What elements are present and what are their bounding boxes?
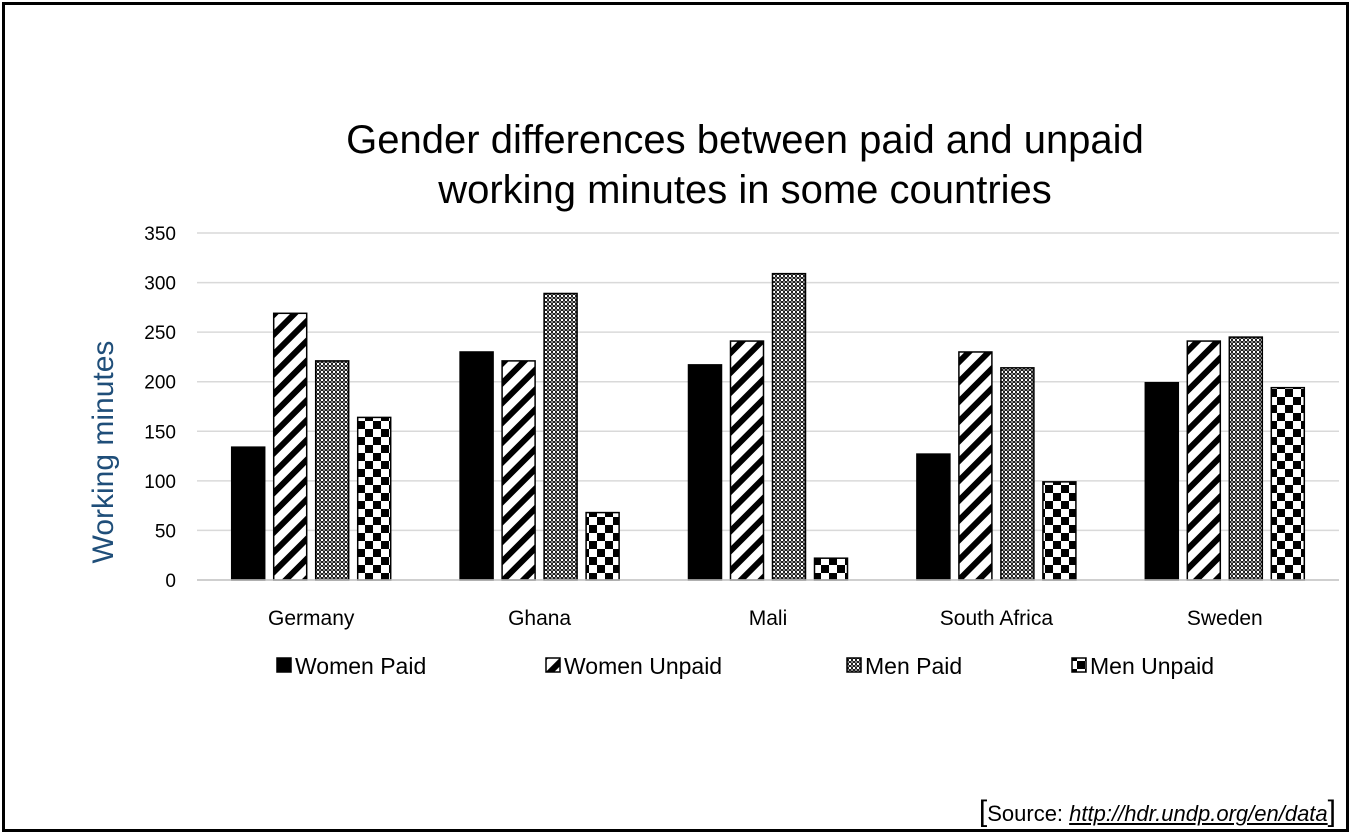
x-tick-label: Mali bbox=[749, 607, 788, 630]
y-tick-label: 350 bbox=[144, 224, 176, 245]
bar-women-unpaid-mali bbox=[729, 340, 765, 581]
bar-women-paid-south-africa bbox=[916, 453, 951, 581]
bar-women-paid-sweden bbox=[1144, 381, 1180, 581]
y-tick-label: 50 bbox=[155, 521, 176, 542]
y-axis-label: Working minutes bbox=[87, 341, 120, 564]
legend-swatch bbox=[276, 657, 292, 673]
source-link[interactable]: http://hdr.undp.org/en/data bbox=[1069, 801, 1328, 826]
bar-men-unpaid-south-africa bbox=[1042, 481, 1077, 581]
legend-label: Women Unpaid bbox=[564, 653, 722, 679]
source-close-bracket: ] bbox=[1327, 795, 1336, 828]
chart-title-line-1: Gender differences between paid and unpa… bbox=[346, 118, 1144, 162]
source-note: [Source: http://hdr.undp.org/en/data] bbox=[979, 795, 1336, 829]
legend-swatch bbox=[545, 657, 561, 673]
bar-men-unpaid-mali bbox=[813, 557, 849, 581]
bar-men-paid-sweden bbox=[1228, 336, 1264, 581]
legend-swatch bbox=[846, 657, 862, 673]
bar-women-unpaid-ghana bbox=[501, 360, 536, 581]
legend-swatch bbox=[1071, 657, 1087, 673]
bar-women-paid-mali bbox=[687, 364, 723, 581]
legend-label: Men Unpaid bbox=[1090, 653, 1214, 679]
x-tick-label: Germany bbox=[268, 607, 355, 630]
source-open-bracket: [ bbox=[978, 795, 988, 828]
y-tick-labels: 0 50 100 150 200 250 300 350 bbox=[144, 224, 176, 592]
bar-women-unpaid-sweden bbox=[1186, 340, 1222, 581]
legend-label: Women Paid bbox=[295, 653, 426, 679]
y-tick-label: 100 bbox=[144, 472, 176, 493]
bar-men-unpaid-sweden bbox=[1270, 386, 1306, 581]
bar-women-unpaid-germany bbox=[272, 312, 308, 581]
y-tick-label: 300 bbox=[144, 274, 176, 295]
bar-men-unpaid-germany bbox=[356, 416, 392, 581]
x-tick-label: Ghana bbox=[508, 607, 571, 630]
bar-men-unpaid-ghana bbox=[585, 511, 620, 581]
bar-men-paid-south-africa bbox=[1000, 367, 1035, 581]
bar-men-paid-mali bbox=[771, 272, 807, 581]
y-tick-label: 250 bbox=[144, 323, 176, 344]
bar-women-paid-germany bbox=[230, 446, 266, 581]
bar-women-unpaid-south-africa bbox=[958, 351, 993, 581]
chart-svg: Gender differences between paid and unpa… bbox=[87, 118, 1339, 679]
legend-label: Men Paid bbox=[865, 653, 962, 679]
y-tick-label: 150 bbox=[144, 422, 176, 443]
bars bbox=[230, 272, 1306, 581]
legend: Women Paid Women Unpaid Men Paid Men Unpaid bbox=[276, 653, 1214, 679]
bar-women-paid-ghana bbox=[459, 351, 494, 581]
y-tick-label: 0 bbox=[165, 571, 176, 592]
x-tick-label: Sweden bbox=[1187, 607, 1263, 630]
chart-title-line-2: working minutes in some countries bbox=[437, 168, 1052, 212]
category-labels: Germany Ghana Mali South Africa Sweden bbox=[268, 607, 1263, 630]
bar-men-paid-ghana bbox=[543, 292, 578, 581]
bar-men-paid-germany bbox=[314, 360, 350, 581]
x-tick-label: South Africa bbox=[940, 607, 1054, 630]
y-tick-label: 200 bbox=[144, 373, 176, 394]
source-prefix: Source: bbox=[987, 801, 1070, 826]
